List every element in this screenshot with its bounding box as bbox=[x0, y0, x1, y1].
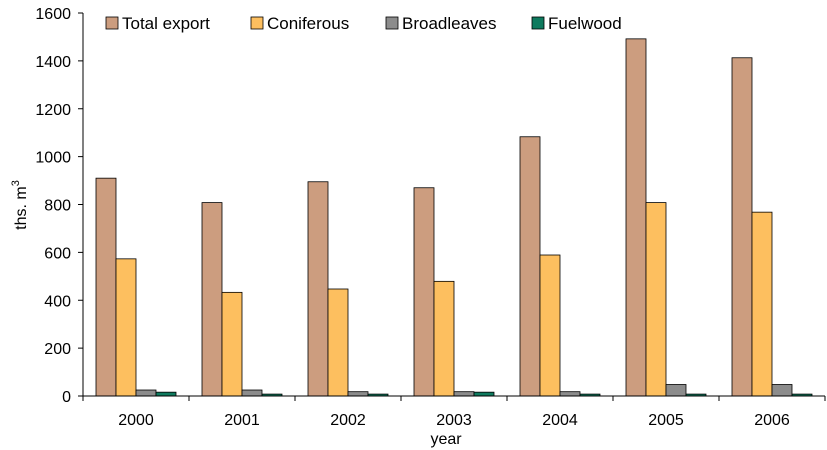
bar-total-export-2004 bbox=[519, 136, 541, 397]
x-tick-label: 2003 bbox=[436, 412, 472, 429]
bar-total-export-2000 bbox=[95, 177, 117, 397]
y-tick-label: 400 bbox=[44, 293, 71, 310]
legend-item-fuelwood: Fuelwood bbox=[531, 14, 622, 33]
x-axis-tick-labels: 2000 2001 2002 2003 2004 2005 2006 bbox=[118, 412, 790, 429]
x-tick-label: 2005 bbox=[648, 412, 684, 429]
x-tick-label: 2001 bbox=[224, 412, 260, 429]
x-tick-label: 2006 bbox=[754, 412, 790, 429]
y-tick-label: 600 bbox=[44, 245, 71, 262]
bar-coniferous-2001 bbox=[221, 291, 243, 397]
bar-broadleaves-2004 bbox=[559, 391, 581, 397]
y-tick-label: 1200 bbox=[35, 102, 71, 119]
legend-item-broadleaves: Broadleaves bbox=[385, 14, 497, 33]
x-axis-title: year bbox=[430, 431, 462, 448]
bar-coniferous-2005 bbox=[645, 202, 667, 397]
x-tick-label: 2004 bbox=[542, 412, 578, 429]
y-tick-label: 1600 bbox=[35, 6, 71, 23]
y-axis-title-superscript: 3 bbox=[10, 180, 22, 186]
bar-fuelwood-2000 bbox=[155, 391, 177, 397]
bar-total-export-2001 bbox=[201, 202, 223, 397]
legend-label: Fuelwood bbox=[548, 14, 622, 33]
bar-coniferous-2004 bbox=[539, 254, 561, 397]
legend-label: Total export bbox=[122, 14, 210, 33]
bar-fuelwood-2003 bbox=[473, 391, 495, 397]
bar-coniferous-2000 bbox=[115, 258, 137, 397]
x-tick-label: 2000 bbox=[118, 412, 154, 429]
bar-broadleaves-2003 bbox=[453, 391, 475, 397]
bar-coniferous-2002 bbox=[327, 288, 349, 397]
bar-coniferous-2006 bbox=[751, 211, 773, 397]
bar-broadleaves-2002 bbox=[347, 391, 369, 397]
bar-total-export-2005 bbox=[625, 38, 647, 397]
legend-swatch bbox=[105, 16, 119, 30]
bar-broadleaves-2005 bbox=[665, 384, 687, 397]
legend-item-coniferous: Coniferous bbox=[250, 14, 349, 33]
bar-total-export-2003 bbox=[413, 187, 435, 397]
y-tick-label: 1400 bbox=[35, 54, 71, 71]
bar-broadleaves-2001 bbox=[241, 389, 263, 397]
legend-label: Broadleaves bbox=[402, 14, 497, 33]
bars-group bbox=[95, 38, 813, 397]
bar-total-export-2006 bbox=[731, 57, 753, 397]
y-tick-label: 0 bbox=[62, 389, 71, 406]
legend-item-total-export: Total export bbox=[105, 14, 210, 33]
legend: Total export Coniferous Broadleaves Fuelwoo… bbox=[105, 14, 622, 33]
y-axis-title-text: ths. m bbox=[13, 186, 30, 230]
bar-coniferous-2003 bbox=[433, 280, 455, 397]
x-axis-ticks bbox=[82, 396, 826, 401]
legend-swatch bbox=[385, 16, 399, 30]
legend-swatch bbox=[531, 16, 545, 30]
y-axis-title: ths. m3 bbox=[10, 180, 30, 230]
y-axis-tick-labels: 0 200 400 600 800 1000 1200 1400 1600 bbox=[35, 6, 71, 406]
bar-broadleaves-2006 bbox=[771, 384, 793, 397]
bar-broadleaves-2000 bbox=[135, 389, 157, 397]
legend-label: Coniferous bbox=[267, 14, 349, 33]
y-tick-label: 200 bbox=[44, 341, 71, 358]
x-tick-label: 2002 bbox=[330, 412, 366, 429]
y-axis-ticks bbox=[78, 12, 83, 397]
bar-total-export-2002 bbox=[307, 181, 329, 397]
y-tick-label: 1000 bbox=[35, 150, 71, 167]
legend-swatch bbox=[250, 16, 264, 30]
y-tick-label: 800 bbox=[44, 198, 71, 215]
